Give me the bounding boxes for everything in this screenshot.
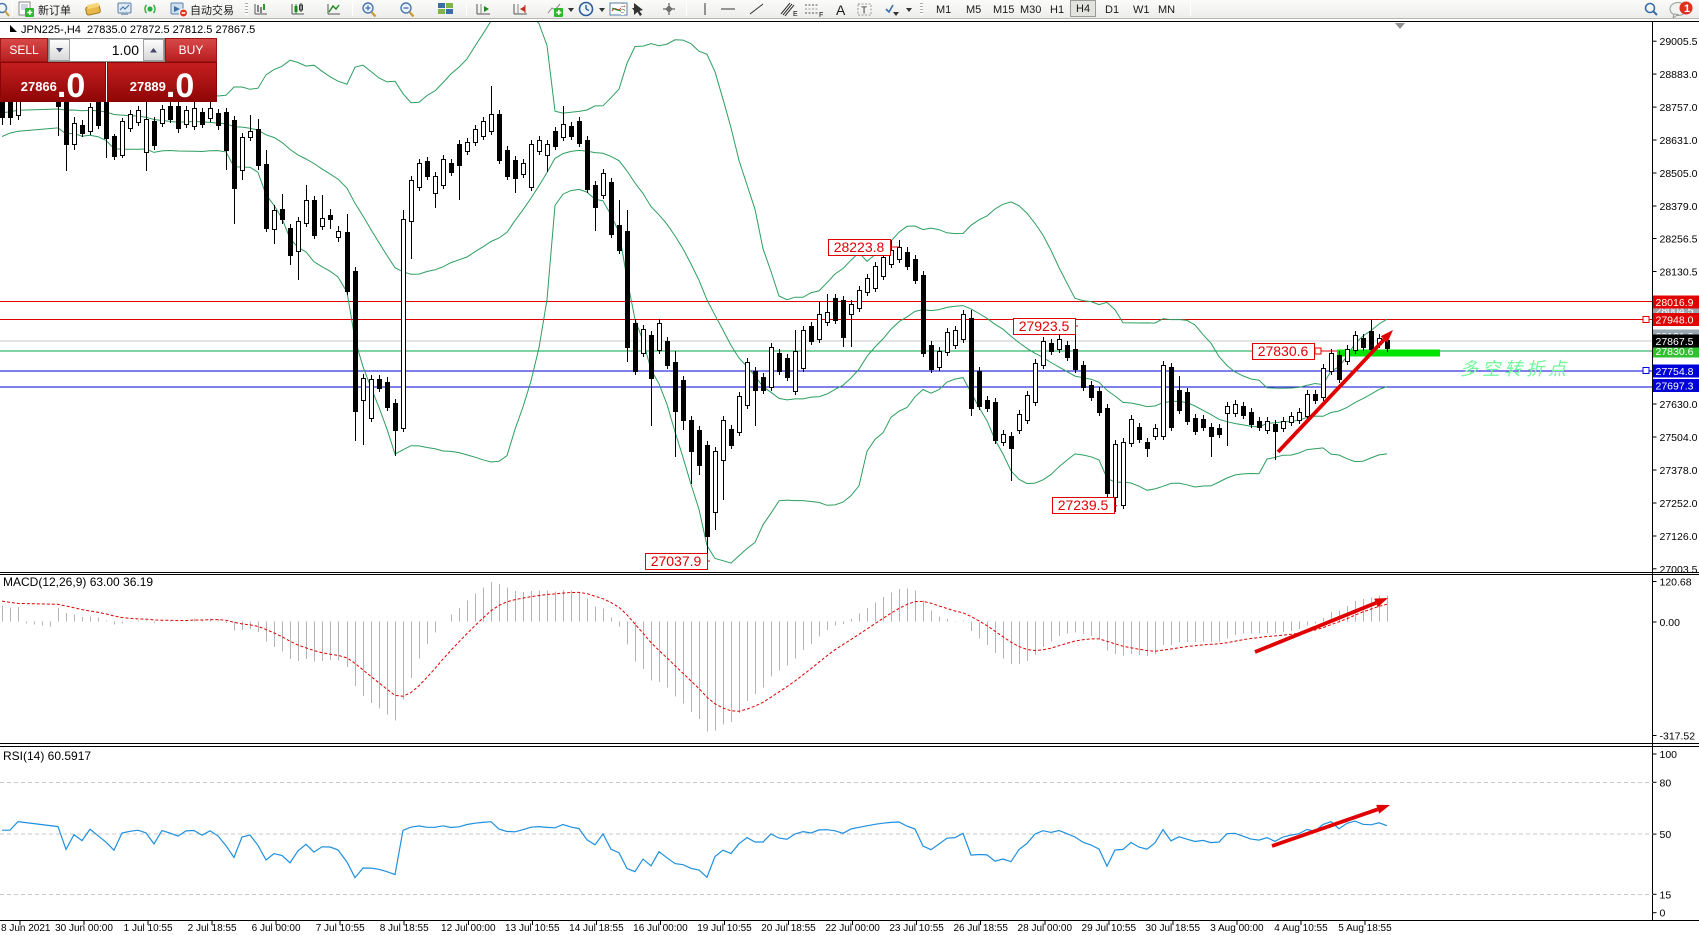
svg-text:26 Jul 18:55: 26 Jul 18:55 [953, 923, 1008, 934]
svg-text:多空转折点: 多空转折点 [1460, 359, 1570, 379]
svg-text:27003.5: 27003.5 [1660, 564, 1698, 576]
svg-text:27378.0: 27378.0 [1660, 465, 1698, 477]
svg-text:15: 15 [1660, 889, 1672, 901]
svg-text:20 Jul 18:55: 20 Jul 18:55 [761, 923, 816, 934]
svg-text:28223.8: 28223.8 [834, 239, 885, 255]
svg-text:28757.0: 28757.0 [1660, 102, 1698, 114]
svg-text:28 Jul 00:00: 28 Jul 00:00 [1018, 923, 1073, 934]
svg-text:E: E [793, 11, 798, 18]
svg-text:29005.5: 29005.5 [1660, 36, 1698, 48]
svg-text:27239.5: 27239.5 [1058, 497, 1109, 513]
svg-text:27630.0: 27630.0 [1660, 399, 1698, 411]
svg-text:27697.3: 27697.3 [1656, 381, 1694, 393]
svg-text:27252.0: 27252.0 [1660, 498, 1698, 510]
svg-text:27126.0: 27126.0 [1660, 531, 1698, 543]
svg-text:7 Jul 10:55: 7 Jul 10:55 [316, 923, 365, 934]
svg-text:-317.52: -317.52 [1660, 731, 1696, 743]
svg-text:8 Jun 2021: 8 Jun 2021 [1, 923, 51, 934]
svg-text:27948.0: 27948.0 [1656, 315, 1694, 327]
svg-text:28379.0: 28379.0 [1660, 201, 1698, 213]
svg-text:27830.6: 27830.6 [1656, 346, 1694, 358]
svg-text:100: 100 [1660, 749, 1678, 761]
svg-text:19 Jul 10:55: 19 Jul 10:55 [697, 923, 752, 934]
svg-text:120.68: 120.68 [1660, 577, 1692, 589]
svg-text:14 Jul 18:55: 14 Jul 18:55 [569, 923, 624, 934]
svg-text:50: 50 [1660, 829, 1672, 841]
svg-text:29 Jul 10:55: 29 Jul 10:55 [1082, 923, 1137, 934]
svg-text:28256.5: 28256.5 [1660, 234, 1698, 246]
svg-text:2 Jul 18:55: 2 Jul 18:55 [188, 923, 237, 934]
svg-text:6 Jul 00:00: 6 Jul 00:00 [252, 923, 301, 934]
svg-text:8 Jul 18:55: 8 Jul 18:55 [380, 923, 429, 934]
svg-text:0: 0 [1660, 908, 1666, 920]
svg-text:4 Aug 10:55: 4 Aug 10:55 [1274, 923, 1328, 934]
svg-text:13 Jul 10:55: 13 Jul 10:55 [505, 923, 560, 934]
svg-text:27754.8: 27754.8 [1656, 366, 1694, 378]
svg-text:16 Jul 00:00: 16 Jul 00:00 [633, 923, 688, 934]
svg-text:28505.0: 28505.0 [1660, 168, 1698, 180]
svg-text:1 Jul 10:55: 1 Jul 10:55 [124, 923, 173, 934]
svg-text:27830.6: 27830.6 [1258, 343, 1309, 359]
svg-text:23 Jul 10:55: 23 Jul 10:55 [889, 923, 944, 934]
svg-text:28130.5: 28130.5 [1660, 267, 1698, 279]
svg-text:27037.9: 27037.9 [651, 553, 702, 569]
svg-text:0.00: 0.00 [1660, 617, 1681, 629]
svg-text:30 Jun 00:00: 30 Jun 00:00 [55, 923, 113, 934]
svg-text:27504.0: 27504.0 [1660, 432, 1698, 444]
svg-text:1: 1 [1684, 3, 1690, 15]
svg-text:F: F [819, 12, 823, 18]
svg-text:12 Jul 00:00: 12 Jul 00:00 [441, 923, 496, 934]
svg-text:28883.0: 28883.0 [1660, 69, 1698, 81]
svg-text:28631.0: 28631.0 [1660, 135, 1698, 147]
svg-text:3 Aug 00:00: 3 Aug 00:00 [1210, 923, 1264, 934]
svg-text:27867.5: 27867.5 [1656, 336, 1694, 348]
svg-text:T: T [861, 6, 867, 17]
svg-text:80: 80 [1660, 777, 1672, 789]
svg-text:30 Jul 18:55: 30 Jul 18:55 [1146, 923, 1201, 934]
svg-text:MACD(12,26,9) 63.00 36.19: MACD(12,26,9) 63.00 36.19 [3, 575, 153, 589]
svg-text:28016.9: 28016.9 [1656, 297, 1694, 309]
svg-text:22 Jul 00:00: 22 Jul 00:00 [825, 923, 880, 934]
svg-text:5 Aug 18:55: 5 Aug 18:55 [1338, 923, 1392, 934]
svg-text:27923.5: 27923.5 [1019, 318, 1070, 334]
svg-text:RSI(14) 60.5917: RSI(14) 60.5917 [3, 749, 91, 763]
